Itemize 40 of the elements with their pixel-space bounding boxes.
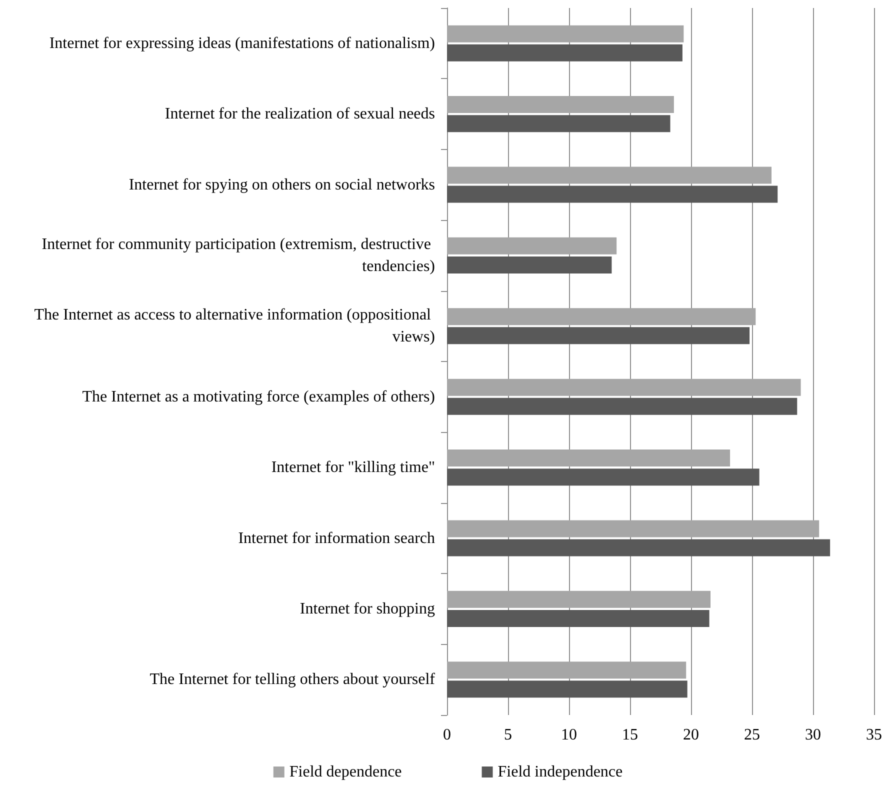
bar [447,539,830,556]
y-tick-label: Internet for expressing ideas (manifestations of nationalism) [49,34,435,52]
x-tick-label: 5 [504,726,512,744]
y-tick-label: Internet for information search [238,530,435,547]
x-tick-label: 0 [443,726,451,744]
bar [447,25,684,42]
bar [447,186,778,203]
y-tick-label: Internet for the realization of sexual needs [164,106,435,123]
x-tick-label: 35 [866,726,882,744]
bar [447,308,756,326]
y-tick-label: The Internet as access to alternative information (oppositional views) [34,306,435,346]
bar [447,610,710,627]
bar [447,680,688,698]
y-tick-label: Internet for spying on others on social networks [128,176,435,194]
bar [447,468,760,486]
bar [447,398,798,415]
bar [447,590,711,608]
y-tick-label: Internet for "killing time" [271,459,435,476]
y-tick-label: The Internet as a motivating force (examples of others) [82,388,435,406]
y-tick-label: Internet for community participation (extremism, destructive tendencies) [42,236,435,275]
bar [447,662,686,679]
y-tick-label: The Internet for telling others about yourself [150,671,436,688]
bar [447,450,730,467]
x-tick-label: 25 [744,726,760,744]
x-tick-label: 20 [683,726,699,744]
bar [447,115,670,132]
x-tick-label: 15 [622,726,638,744]
bar [447,96,674,114]
x-tick-label: 10 [561,726,577,744]
legend-label: Field independence [498,764,623,780]
bar [447,256,612,274]
bar [447,237,617,254]
x-tick-label: 30 [805,726,821,744]
bar [447,520,820,538]
bar [447,327,750,344]
bar [447,378,801,396]
bar [447,44,682,62]
y-tick-label: Internet for shopping [300,600,435,618]
bar [447,166,772,184]
legend-label: Field dependence [289,764,402,780]
